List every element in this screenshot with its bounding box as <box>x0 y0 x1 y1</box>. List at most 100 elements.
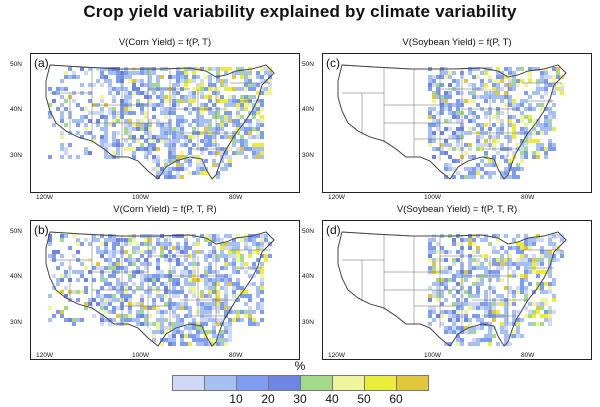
county-cell <box>244 290 248 294</box>
county-cell <box>236 246 240 250</box>
county-cell <box>444 250 448 254</box>
county-cell <box>480 167 484 171</box>
county-cell <box>128 242 132 246</box>
county-cell <box>216 175 220 179</box>
county-cell <box>212 258 216 262</box>
county-cell <box>204 159 208 163</box>
county-cell <box>140 242 144 246</box>
county-cell <box>252 310 256 314</box>
county-cell <box>188 79 192 83</box>
county-cell <box>208 250 212 254</box>
county-cell <box>536 143 540 147</box>
county-cell <box>80 83 84 87</box>
county-cell <box>196 163 200 167</box>
county-cell <box>216 294 220 298</box>
county-cell <box>124 286 128 290</box>
county-cell <box>184 314 188 318</box>
county-cell <box>544 314 548 318</box>
county-cell <box>60 115 64 119</box>
county-cell <box>244 107 248 111</box>
county-cell <box>56 250 60 254</box>
county-cell <box>452 286 456 290</box>
county-cell <box>488 330 492 334</box>
county-cell <box>472 75 476 79</box>
county-cell <box>256 127 260 131</box>
county-cell <box>504 322 508 326</box>
county-cell <box>532 107 536 111</box>
county-cell <box>64 107 68 111</box>
county-cell <box>496 310 500 314</box>
county-cell <box>484 91 488 95</box>
county-cell <box>152 274 156 278</box>
county-cell <box>192 338 196 342</box>
county-cell <box>128 135 132 139</box>
county-cell <box>148 290 152 294</box>
county-cell <box>152 286 156 290</box>
county-cell <box>80 274 84 278</box>
county-cell <box>140 91 144 95</box>
county-cell <box>160 139 164 143</box>
county-cell <box>88 99 92 103</box>
county-cell <box>136 302 140 306</box>
county-cell <box>508 159 512 163</box>
county-cell <box>516 258 520 262</box>
county-cell <box>108 155 112 159</box>
county-cell <box>172 266 176 270</box>
county-cell <box>224 155 228 159</box>
county-cell <box>136 258 140 262</box>
county-cell <box>248 310 252 314</box>
county-cell <box>440 302 444 306</box>
county-cell <box>188 330 192 334</box>
county-cell <box>56 266 60 270</box>
county-cell <box>468 167 472 171</box>
colorbar-swatch <box>333 376 365 390</box>
county-cell <box>532 155 536 159</box>
county-cell <box>452 147 456 151</box>
county-cell <box>236 258 240 262</box>
county-cell <box>472 119 476 123</box>
county-cell <box>512 262 516 266</box>
county-cell <box>84 238 88 242</box>
county-cell <box>516 334 520 338</box>
county-cell <box>132 262 136 266</box>
county-cell <box>228 99 232 103</box>
county-cell <box>240 71 244 75</box>
county-cell <box>244 262 248 266</box>
county-cell <box>236 147 240 151</box>
county-cell <box>108 262 112 266</box>
county-cell <box>200 95 204 99</box>
county-cell <box>136 147 140 151</box>
county-cell <box>112 99 116 103</box>
county-cell <box>432 147 436 151</box>
county-cell <box>260 282 264 286</box>
county-cell <box>444 119 448 123</box>
county-cell <box>220 254 224 258</box>
county-cell <box>176 119 180 123</box>
county-cell <box>480 127 484 131</box>
county-cell <box>176 258 180 262</box>
county-cell <box>244 314 248 318</box>
county-cell <box>196 171 200 175</box>
county-cell <box>100 242 104 246</box>
county-cell <box>432 250 436 254</box>
county-cell <box>160 111 164 115</box>
county-cell <box>500 87 504 91</box>
county-cell <box>148 75 152 79</box>
county-cell <box>220 278 224 282</box>
lat-label-40n: 40N <box>302 106 314 113</box>
county-cell <box>124 250 128 254</box>
county-cell <box>244 75 248 79</box>
county-cell <box>240 286 244 290</box>
county-cell <box>180 95 184 99</box>
county-cell <box>124 111 128 115</box>
county-cell <box>508 115 512 119</box>
county-cell <box>216 71 220 75</box>
county-cell <box>512 135 516 139</box>
county-cell <box>228 250 232 254</box>
county-cell <box>436 123 440 127</box>
county-cell <box>72 71 76 75</box>
county-cell <box>208 254 212 258</box>
county-cell <box>176 246 180 250</box>
county-cell <box>88 119 92 123</box>
county-cell <box>200 294 204 298</box>
